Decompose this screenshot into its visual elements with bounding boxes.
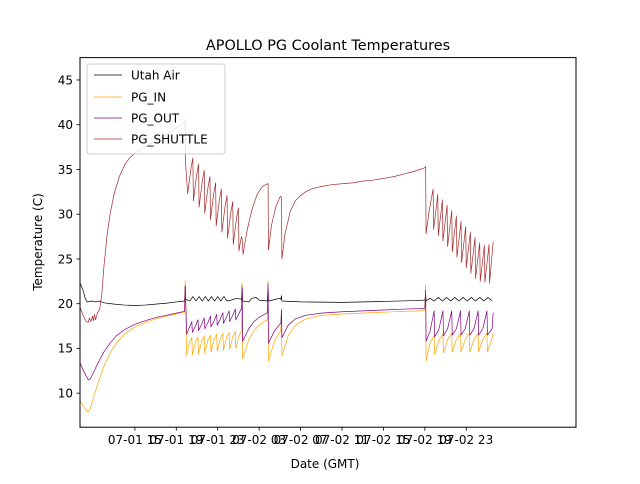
- x-axis-label: Date (GMT): [291, 457, 360, 471]
- x-tick-label: 07-01 23: [191, 433, 245, 447]
- x-tick-label: 07-02 03: [232, 433, 286, 447]
- y-tick-label: 15: [58, 342, 73, 356]
- x-tick-label: 07-02 07: [274, 433, 328, 447]
- x-tick-label: 07-02 15: [356, 433, 410, 447]
- legend-label-utah-air: Utah Air: [131, 69, 180, 83]
- y-tick-label: 25: [58, 252, 73, 266]
- y-tick-label: 30: [58, 208, 73, 222]
- legend: Utah Air PG_IN PG_OUT PG_SHUTTLE: [86, 63, 226, 155]
- plot-frame: [79, 57, 577, 428]
- x-tick-label: 07-02 23: [439, 433, 493, 447]
- x-tick-label: 07-01 19: [149, 433, 203, 447]
- y-tick-label: 40: [58, 118, 73, 132]
- y-tick-label: 35: [58, 163, 73, 177]
- y-tick-label: 20: [58, 297, 73, 311]
- legend-label-pg-shuttle: PG_SHUTTLE: [131, 133, 208, 147]
- y-tick-label: 10: [58, 386, 73, 400]
- x-tick-label: 07-02 11: [315, 433, 369, 447]
- x-tick-label: 07-01 15: [108, 433, 162, 447]
- y-axis-ticks: 10 15 20 25 30 35 40 45: [58, 73, 80, 400]
- legend-label-pg-in: PG_IN: [131, 91, 166, 105]
- y-tick-label: 45: [58, 73, 73, 87]
- series-line-pg-out: [79, 284, 494, 381]
- series-line-pg-in: [79, 280, 494, 413]
- legend-label-pg-out: PG_OUT: [131, 112, 180, 126]
- x-tick-label: 07-02 19: [398, 433, 452, 447]
- legend-box: [86, 63, 226, 155]
- chart-title: APOLLO PG Coolant Temperatures: [206, 38, 450, 54]
- y-axis-label: Temperature (C): [31, 193, 45, 292]
